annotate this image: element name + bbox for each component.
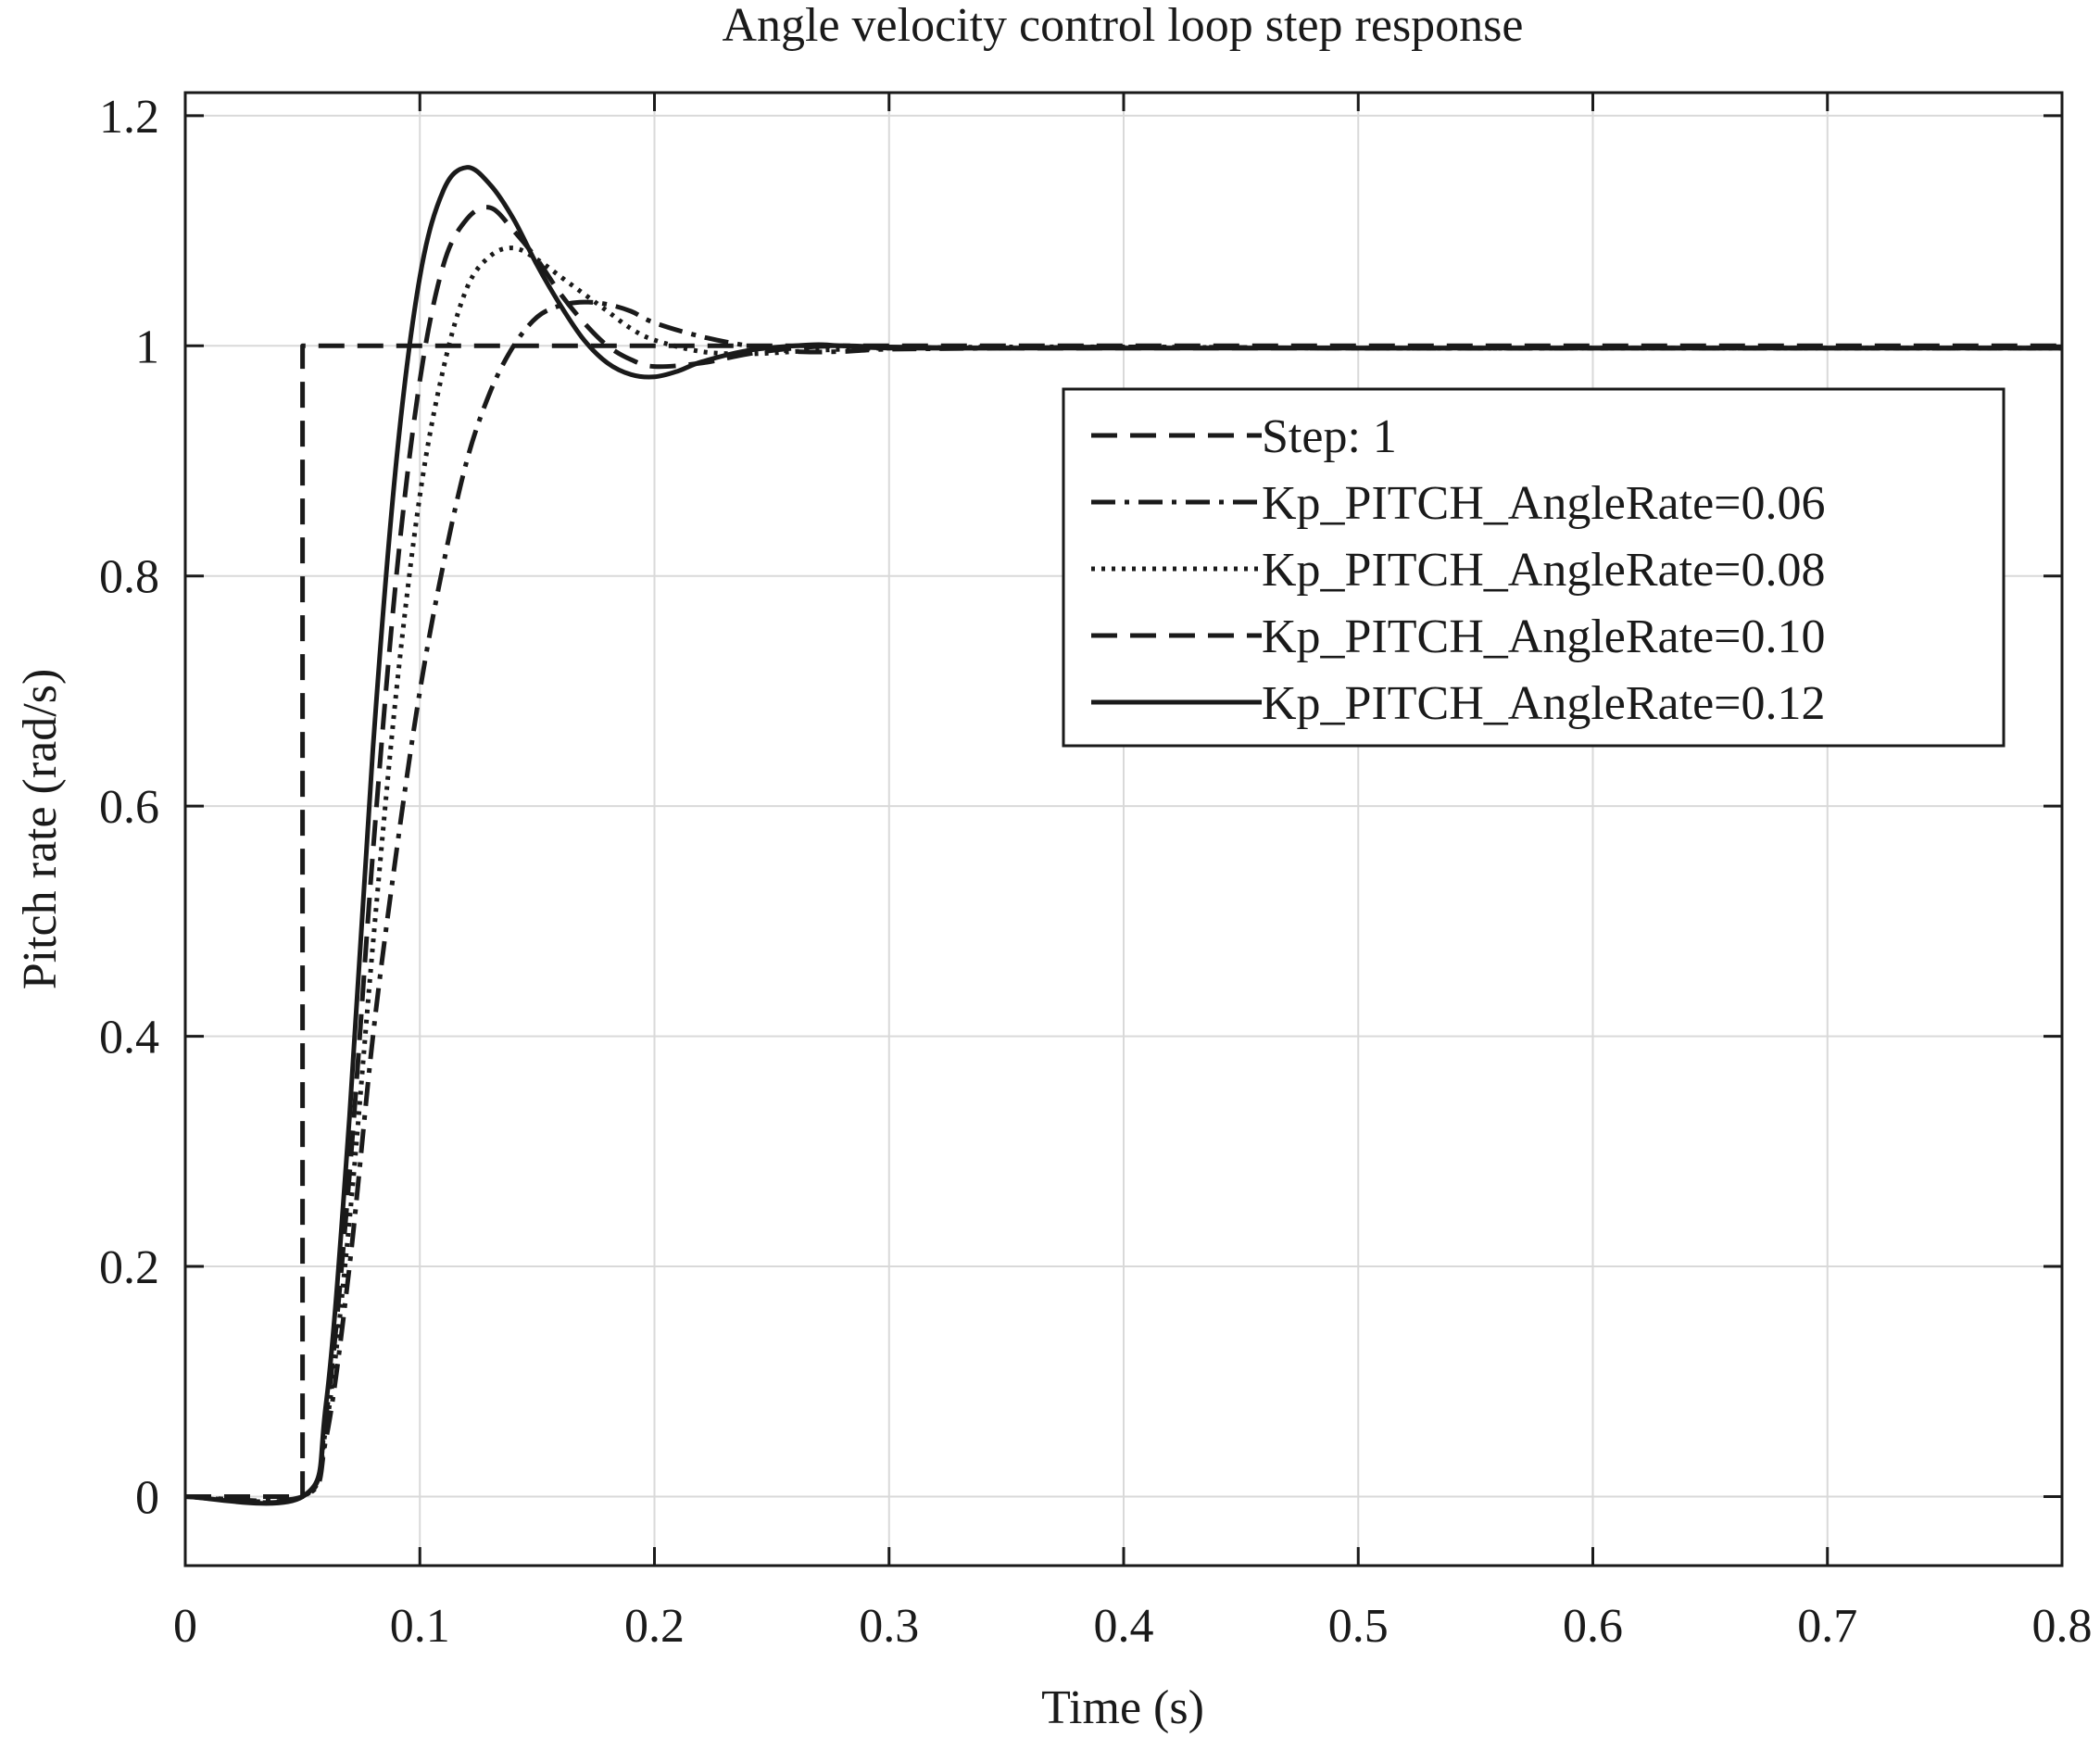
y-tick-label: 1.2 [99, 91, 159, 144]
x-tick-label: 0.4 [1094, 1600, 1154, 1653]
series-line-5 [184, 165, 2062, 1506]
x-tick-label: 0 [173, 1600, 197, 1653]
ticks: 0 0.1 0.2 0.3 0.4 0.5 0.6 0.7 0.8 0 0.2 0.4 0.6 0.8 1 1… [99, 91, 2093, 1653]
x-tick-label: 0.1 [390, 1600, 450, 1653]
x-tick-label: 0.8 [2032, 1600, 2093, 1653]
x-tick-label: 0.5 [1328, 1600, 1389, 1653]
y-tick-label: 0.6 [99, 781, 159, 834]
legend: Step: 1 Kp_PITCH_AngleRate=0.06 Kp_PITCH_A… [1062, 387, 2006, 748]
x-tick-label: 0.3 [859, 1600, 919, 1653]
legend-label-4: Kp_PITCH_AngleRate=0.10 [1262, 610, 1826, 663]
x-tick-label: 0.7 [1797, 1600, 1857, 1653]
series-line-3 [184, 245, 2062, 1504]
y-tick-label: 1 [135, 321, 159, 373]
legend-label-3: Kp_PITCH_AngleRate=0.08 [1262, 544, 1826, 597]
y-tick-label: 0 [135, 1471, 159, 1524]
y-tick-label: 0.8 [99, 551, 159, 604]
plot-area [184, 165, 2062, 1506]
x-tick-label: 0.2 [624, 1600, 685, 1653]
chart-title: Angle velocity control loop step respons… [722, 0, 1523, 52]
x-axis-label: Time (s) [1041, 1681, 1204, 1734]
y-tick-label: 0.2 [99, 1241, 159, 1294]
x-tick-label: 0.6 [1563, 1600, 1623, 1653]
y-tick-label: 0.4 [99, 1012, 159, 1064]
legend-label-2: Kp_PITCH_AngleRate=0.06 [1262, 477, 1826, 530]
y-axis-label: Pitch rate (rad/s) [14, 669, 67, 990]
legend-box [1062, 387, 2006, 748]
legend-label-1: Step: 1 [1262, 410, 1397, 463]
legend-label-5: Kp_PITCH_AngleRate=0.12 [1262, 677, 1826, 730]
